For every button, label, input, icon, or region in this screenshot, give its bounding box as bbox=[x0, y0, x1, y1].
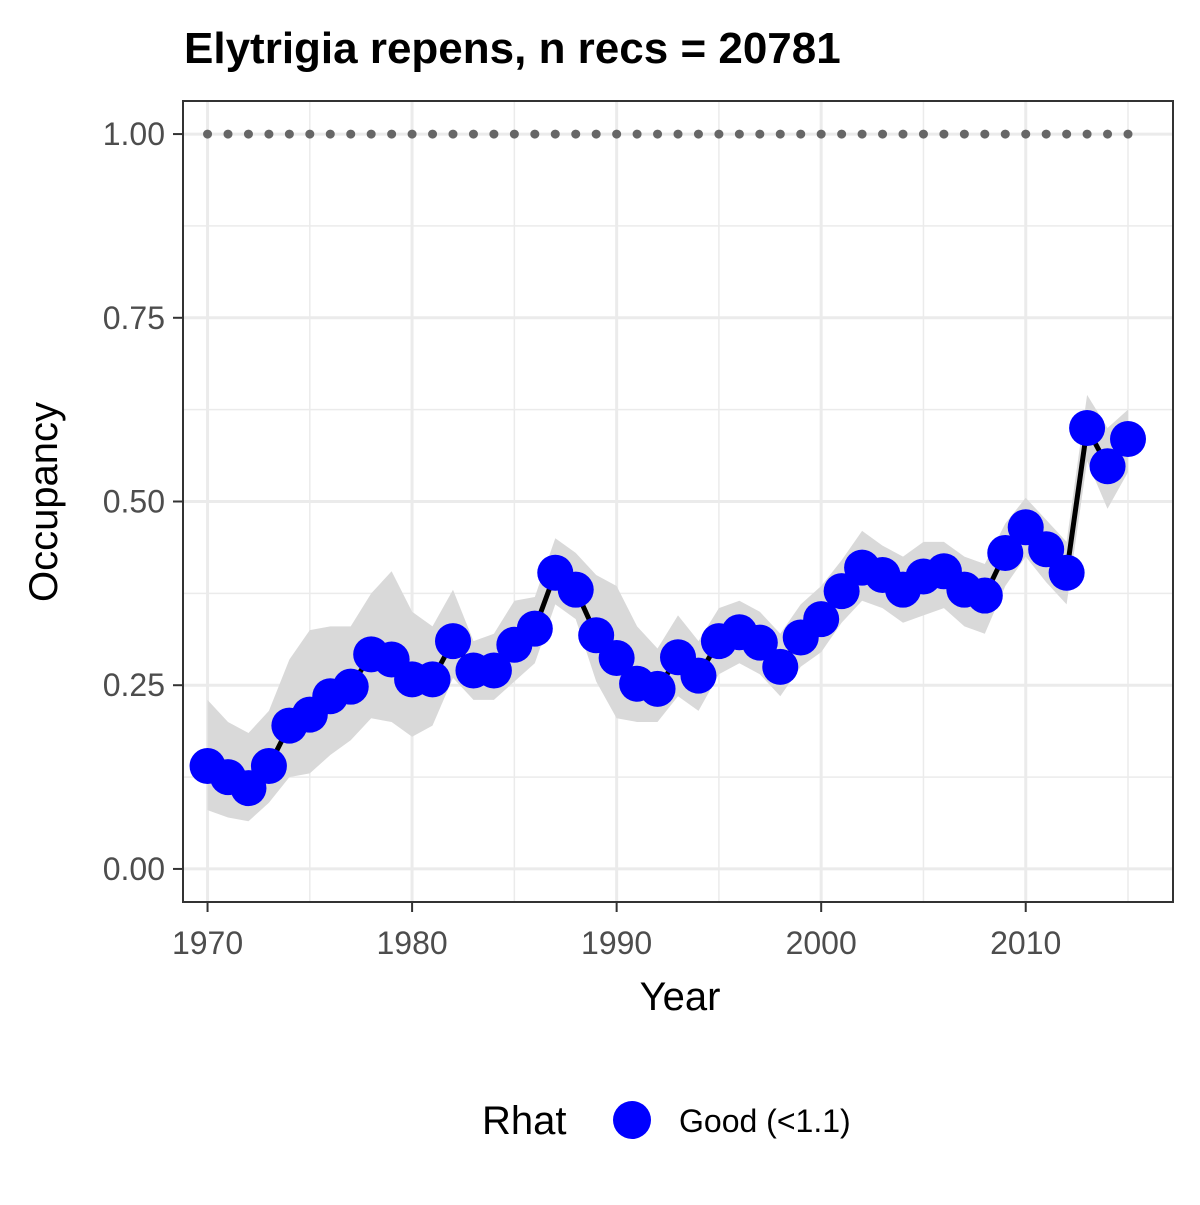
data-point bbox=[1110, 421, 1146, 458]
reference-dot bbox=[857, 129, 867, 139]
reference-dot bbox=[1041, 129, 1051, 139]
reference-dot bbox=[939, 129, 949, 139]
data-point bbox=[741, 624, 778, 661]
data-point bbox=[823, 573, 860, 610]
reference-dot bbox=[366, 129, 376, 139]
reference-dot bbox=[653, 129, 663, 139]
reference-dot bbox=[448, 129, 458, 139]
y-axis-label: Occupancy bbox=[22, 402, 66, 602]
legend-title: Rhat bbox=[482, 1099, 567, 1143]
y-tick-label: 0.75 bbox=[103, 300, 165, 336]
reference-dot bbox=[959, 129, 969, 139]
reference-dot bbox=[550, 129, 560, 139]
legend-entry-good: Good (<1.1) bbox=[679, 1103, 851, 1139]
reference-dot bbox=[1082, 129, 1092, 139]
y-tick-label: 0.50 bbox=[103, 484, 165, 520]
point-layer bbox=[189, 410, 1146, 807]
x-tick-label: 2000 bbox=[786, 925, 857, 961]
y-tick-label: 0.00 bbox=[103, 851, 165, 887]
reference-dot bbox=[387, 129, 397, 139]
axis-layer: 1970 1980 1990 2000 2010 0.00 0.25 0.50 0.75 1.00 bbox=[103, 116, 1062, 961]
data-point bbox=[435, 623, 471, 660]
reference-dot bbox=[878, 129, 888, 139]
data-point bbox=[762, 648, 799, 685]
data-point bbox=[680, 657, 717, 694]
reference-dot bbox=[1062, 129, 1072, 139]
chart-title: Elytrigia repens, n recs = 20781 bbox=[184, 24, 841, 73]
reference-dot bbox=[755, 129, 765, 139]
reference-line-layer bbox=[203, 129, 1133, 139]
data-point bbox=[966, 577, 1003, 614]
reference-dot bbox=[591, 129, 601, 139]
reference-dot bbox=[428, 129, 438, 139]
reference-dot bbox=[1000, 129, 1010, 139]
data-point bbox=[557, 571, 594, 608]
reference-dot bbox=[796, 129, 806, 139]
reference-dot bbox=[918, 129, 928, 139]
reference-dot bbox=[264, 129, 274, 139]
data-point bbox=[598, 640, 635, 677]
data-point bbox=[639, 670, 676, 707]
reference-dot bbox=[571, 129, 581, 139]
reference-dot bbox=[980, 129, 990, 139]
x-tick-label: 2010 bbox=[990, 925, 1061, 961]
reference-dot bbox=[816, 129, 826, 139]
reference-dot bbox=[530, 129, 540, 139]
data-point bbox=[1069, 410, 1106, 447]
reference-dot bbox=[407, 129, 417, 139]
confidence-ribbon bbox=[207, 394, 1128, 822]
data-point bbox=[414, 661, 451, 698]
reference-dot bbox=[693, 129, 703, 139]
reference-dot bbox=[837, 129, 847, 139]
reference-dot bbox=[284, 129, 294, 139]
reference-dot bbox=[1103, 129, 1113, 139]
reference-dot bbox=[898, 129, 908, 139]
reference-dot bbox=[775, 129, 785, 139]
reference-dot bbox=[305, 129, 315, 139]
reference-dot bbox=[734, 129, 744, 139]
reference-dot bbox=[203, 129, 213, 139]
legend-key-good bbox=[613, 1101, 651, 1139]
y-tick-label: 0.25 bbox=[103, 667, 165, 703]
reference-dot bbox=[632, 129, 642, 139]
data-point bbox=[987, 534, 1024, 571]
reference-dot bbox=[612, 129, 622, 139]
reference-dot bbox=[489, 129, 499, 139]
data-point bbox=[803, 601, 840, 638]
data-point bbox=[1089, 448, 1126, 485]
reference-dot bbox=[1123, 129, 1133, 139]
reference-dot bbox=[325, 129, 335, 139]
x-tick-label: 1970 bbox=[172, 925, 243, 961]
data-point bbox=[475, 652, 512, 689]
x-tick-label: 1980 bbox=[376, 925, 447, 961]
reference-dot bbox=[1021, 129, 1031, 139]
reference-dot bbox=[714, 129, 724, 139]
reference-dot bbox=[346, 129, 356, 139]
y-tick-label: 1.00 bbox=[103, 116, 165, 152]
reference-dot bbox=[468, 129, 478, 139]
legend: Rhat Good (<1.1) bbox=[482, 1099, 851, 1143]
confidence-ribbon-layer bbox=[207, 394, 1128, 822]
reference-dot bbox=[673, 129, 683, 139]
data-point bbox=[1028, 531, 1065, 568]
reference-dot bbox=[509, 129, 519, 139]
data-point bbox=[332, 668, 369, 705]
data-point bbox=[250, 748, 287, 785]
data-point bbox=[516, 610, 553, 647]
reference-dot bbox=[223, 129, 233, 139]
x-axis-label: Year bbox=[640, 975, 721, 1019]
data-point bbox=[1048, 554, 1085, 591]
reference-dot bbox=[243, 129, 253, 139]
x-tick-label: 1990 bbox=[581, 925, 652, 961]
